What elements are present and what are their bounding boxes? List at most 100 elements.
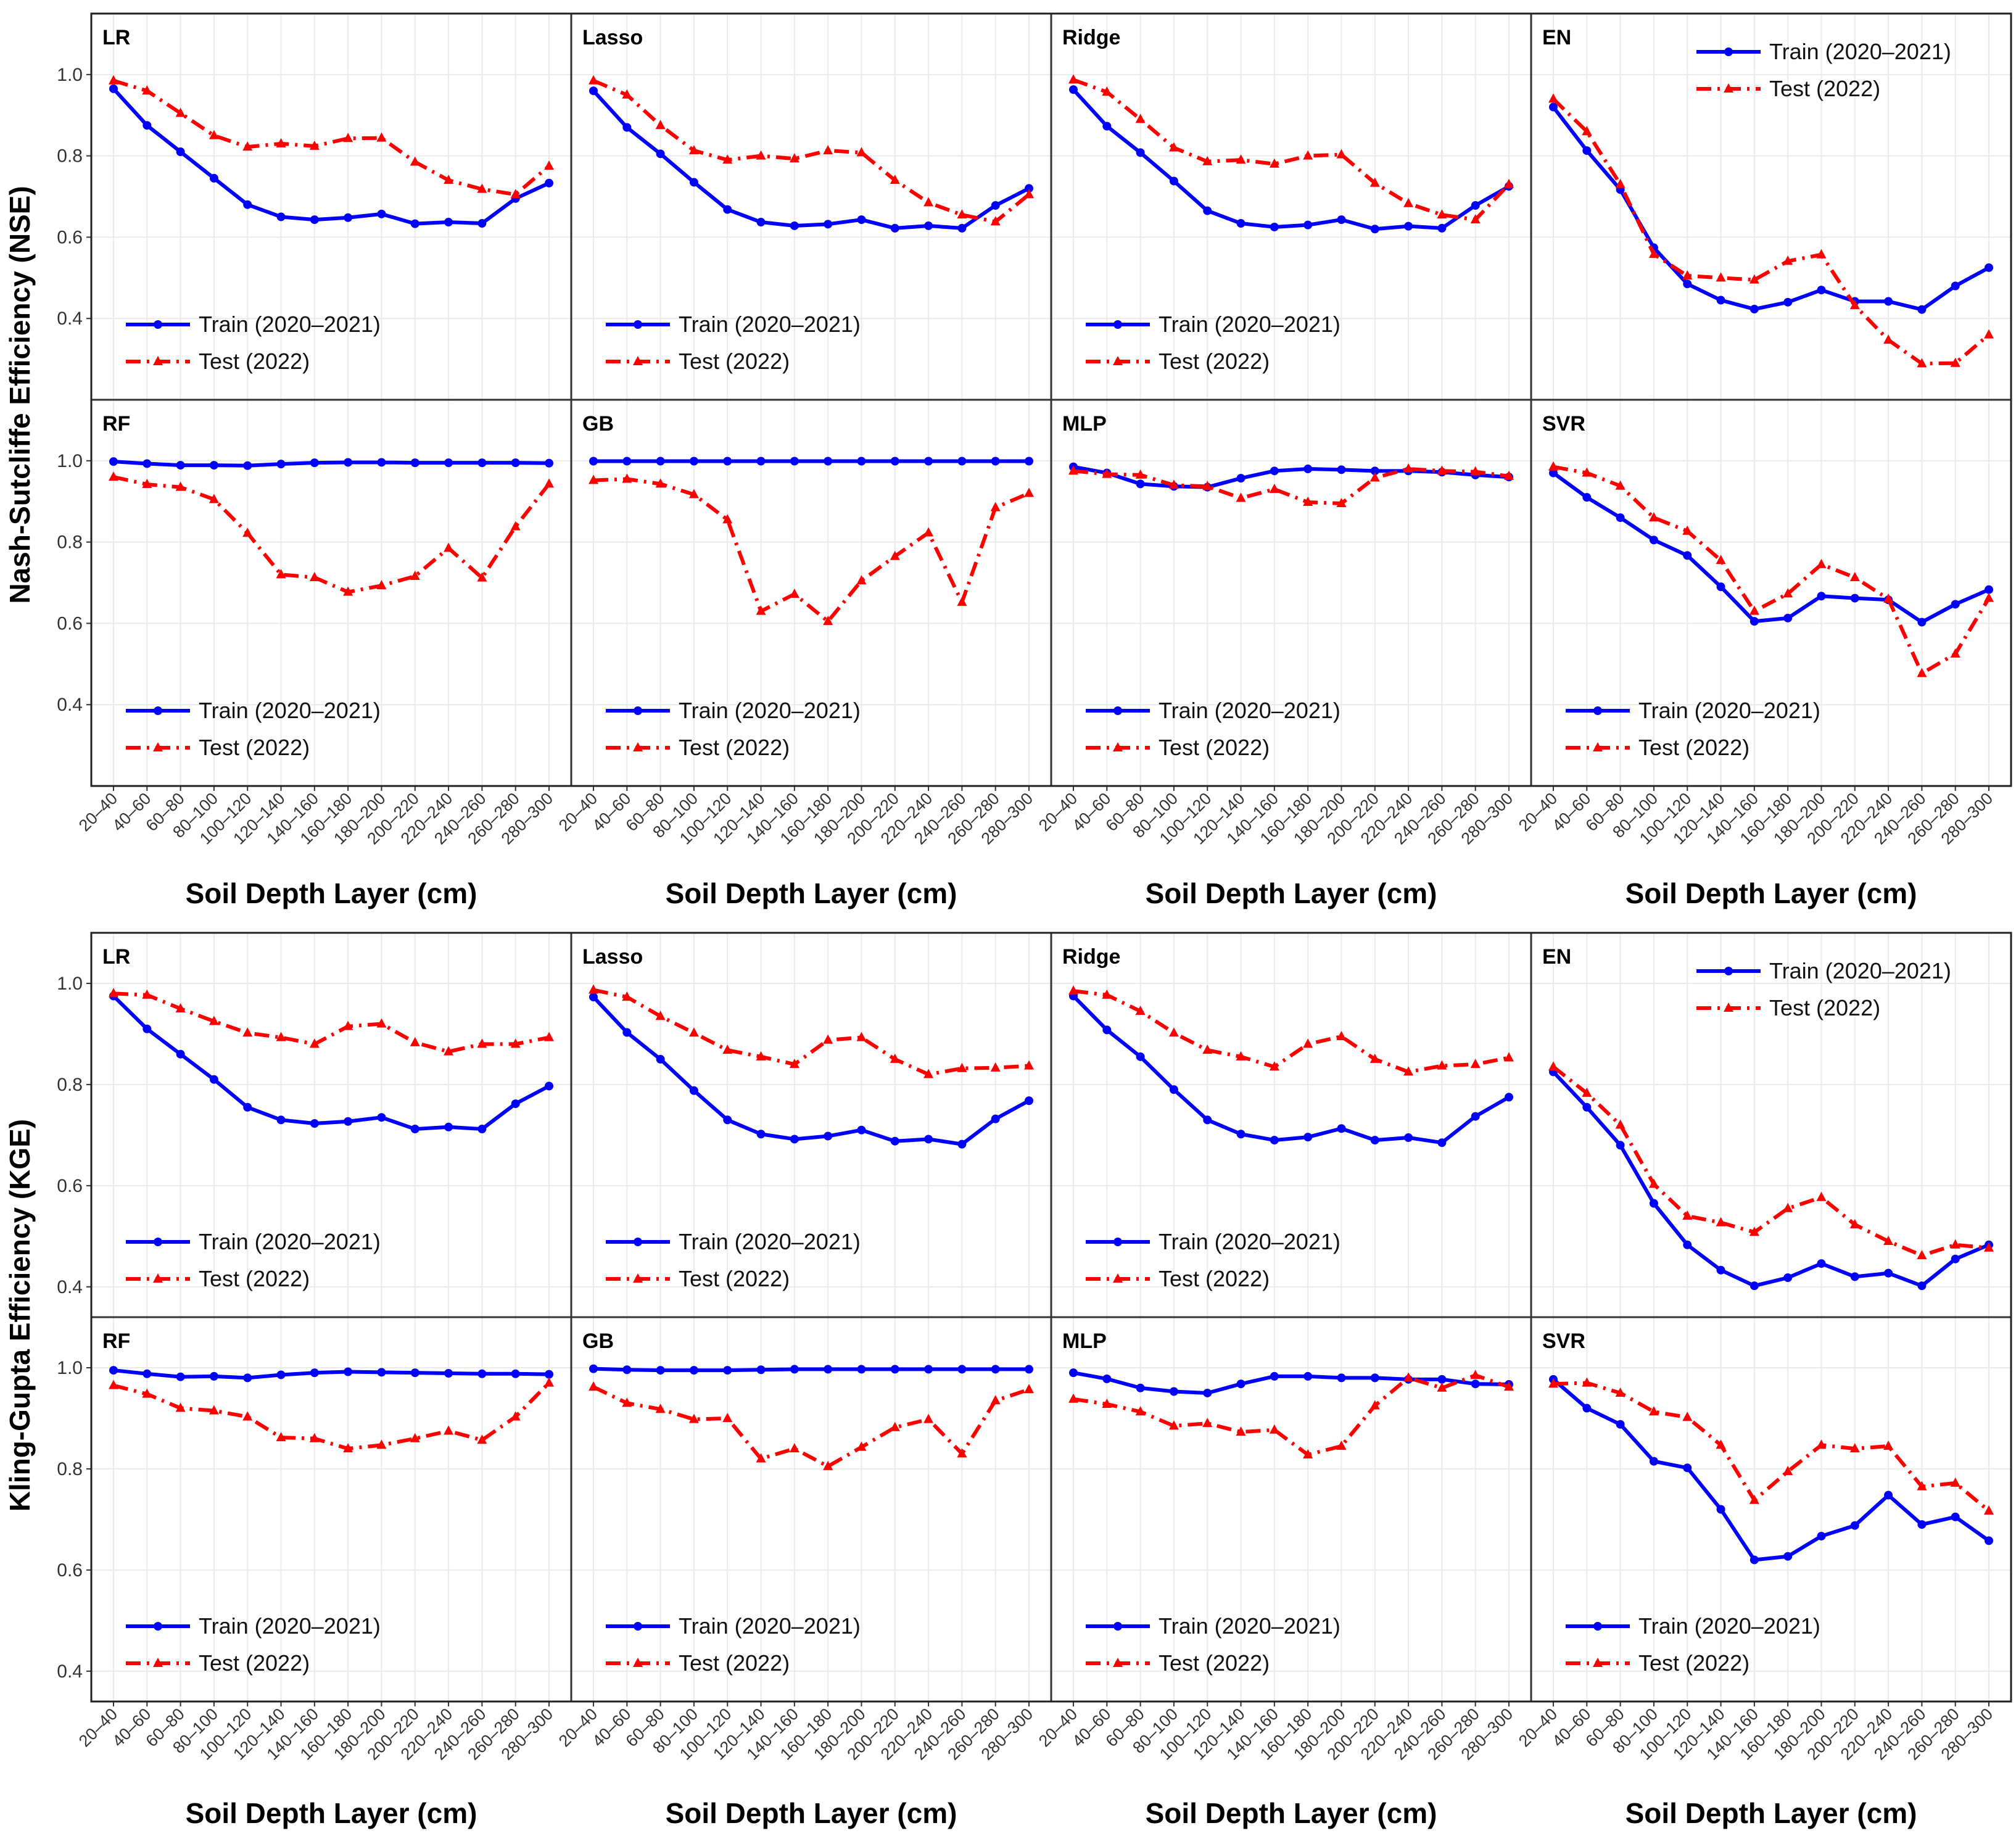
train-series-line: [113, 1368, 550, 1380]
test-data-point: [1269, 483, 1279, 493]
test-data-point: [1135, 1006, 1146, 1015]
train-data-point: [1505, 1093, 1513, 1102]
train-data-point: [924, 221, 933, 230]
test-data-point: [1303, 1038, 1313, 1048]
test-data-point: [923, 527, 934, 537]
train-data-point: [377, 1368, 386, 1377]
test-data-point: [1984, 329, 1994, 339]
train-data-point: [1337, 215, 1346, 225]
y-tick-label: 0.8: [57, 146, 83, 167]
train-data-point: [1370, 466, 1379, 476]
legend-train-marker: [1113, 1238, 1122, 1246]
train-data-point: [1917, 1520, 1927, 1529]
test-data-point: [990, 502, 1001, 511]
legend-test-label: Test (2022): [679, 349, 790, 374]
test-data-point: [1236, 1426, 1246, 1436]
test-data-point: [957, 597, 967, 606]
test-data-point: [1068, 1393, 1078, 1403]
train-data-point: [790, 1135, 799, 1144]
panel-title: SVR: [1542, 1329, 1585, 1353]
test-data-point: [990, 1062, 1001, 1072]
test-data-point: [109, 988, 118, 998]
test-data-point: [1716, 555, 1726, 564]
kge-block-frame: [90, 932, 2012, 1703]
train-data-point: [1917, 305, 1927, 314]
train-data-point: [1471, 201, 1480, 210]
y-tick-label: 0.6: [57, 1176, 83, 1196]
test-data-point: [856, 575, 867, 585]
train-data-point: [1850, 1521, 1859, 1530]
test-data-point: [1716, 1439, 1726, 1449]
test-data-point: [688, 1413, 699, 1423]
test-series-line: [592, 78, 1030, 224]
test-data-point: [1950, 1477, 1960, 1487]
train-data-point: [477, 1369, 487, 1378]
train-data-point: [209, 1371, 218, 1381]
train-data-point: [109, 84, 118, 93]
test-data-point: [1682, 270, 1693, 280]
test-data-point: [544, 1032, 554, 1041]
test-data-point: [1883, 334, 1894, 344]
legend-test-label: Test (2022): [679, 1266, 790, 1291]
test-data-point: [1236, 1051, 1246, 1061]
test-data-point: [1783, 1202, 1793, 1212]
test-data-point: [510, 189, 521, 199]
test-data-point: [622, 89, 632, 99]
test-data-point: [142, 1388, 152, 1398]
train-data-point: [344, 1117, 353, 1126]
nse-x-axis-label-2: Soil Depth Layer (cm): [666, 877, 957, 909]
test-data-point: [990, 216, 1001, 226]
legend-test-marker: [1593, 742, 1603, 751]
train-data-point: [1169, 176, 1178, 186]
test-data-point: [923, 1069, 934, 1078]
train-data-point: [1549, 102, 1558, 112]
legend-test-label: Test (2022): [199, 1650, 310, 1676]
test-data-point: [1582, 1377, 1592, 1387]
train-data-point: [622, 1365, 632, 1375]
train-data-point: [589, 457, 598, 466]
test-series-line: [1072, 78, 1511, 222]
train-data-point: [756, 1365, 766, 1375]
train-data-point: [1783, 613, 1793, 622]
train-series-line: [1552, 471, 1990, 624]
train-data-point: [857, 1365, 866, 1374]
test-data-point: [589, 1381, 598, 1391]
test-data-point: [1336, 498, 1347, 508]
train-series-line: [112, 87, 550, 226]
test-series-line: [1553, 1381, 1990, 1513]
y-tick-label: 0.4: [57, 308, 83, 329]
test-data-point: [789, 588, 799, 598]
test-data-point: [1548, 461, 1558, 471]
train-data-point: [1750, 617, 1759, 626]
train-data-point: [824, 220, 833, 229]
panel-title: MLP: [1062, 412, 1107, 436]
legend-train-label: Train (2020–2021): [1159, 1613, 1341, 1639]
train-data-point: [1649, 1457, 1658, 1466]
test-data-point: [209, 494, 219, 503]
test-data-point: [923, 197, 934, 207]
legend-train-label: Train (2020–2021): [1159, 698, 1341, 723]
kge-x-axis-label-3: Soil Depth Layer (cm): [1146, 1797, 1437, 1829]
panel-title: EN: [1542, 26, 1571, 49]
test-series-line: [113, 78, 550, 197]
test-series-line: [1073, 989, 1510, 1074]
train-data-point: [589, 993, 598, 1002]
test-data-point: [242, 527, 253, 537]
test-data-point: [1950, 648, 1960, 658]
train-data-point: [1917, 1281, 1927, 1291]
train-data-point: [1404, 1133, 1413, 1142]
train-data-point: [1951, 281, 1960, 291]
legend-test-label: Test (2022): [199, 349, 310, 374]
train-series-line: [592, 996, 1030, 1146]
kge-x-axis-label-1: Soil Depth Layer (cm): [186, 1797, 477, 1829]
test-data-point: [957, 1448, 967, 1458]
train-data-point: [1582, 1404, 1592, 1413]
legend-test-marker: [1113, 742, 1123, 751]
test-data-point: [1615, 1387, 1626, 1397]
test-data-point: [477, 1038, 487, 1048]
test-data-point: [1470, 1059, 1481, 1069]
train-data-point: [756, 1130, 766, 1139]
train-data-point: [723, 457, 732, 466]
